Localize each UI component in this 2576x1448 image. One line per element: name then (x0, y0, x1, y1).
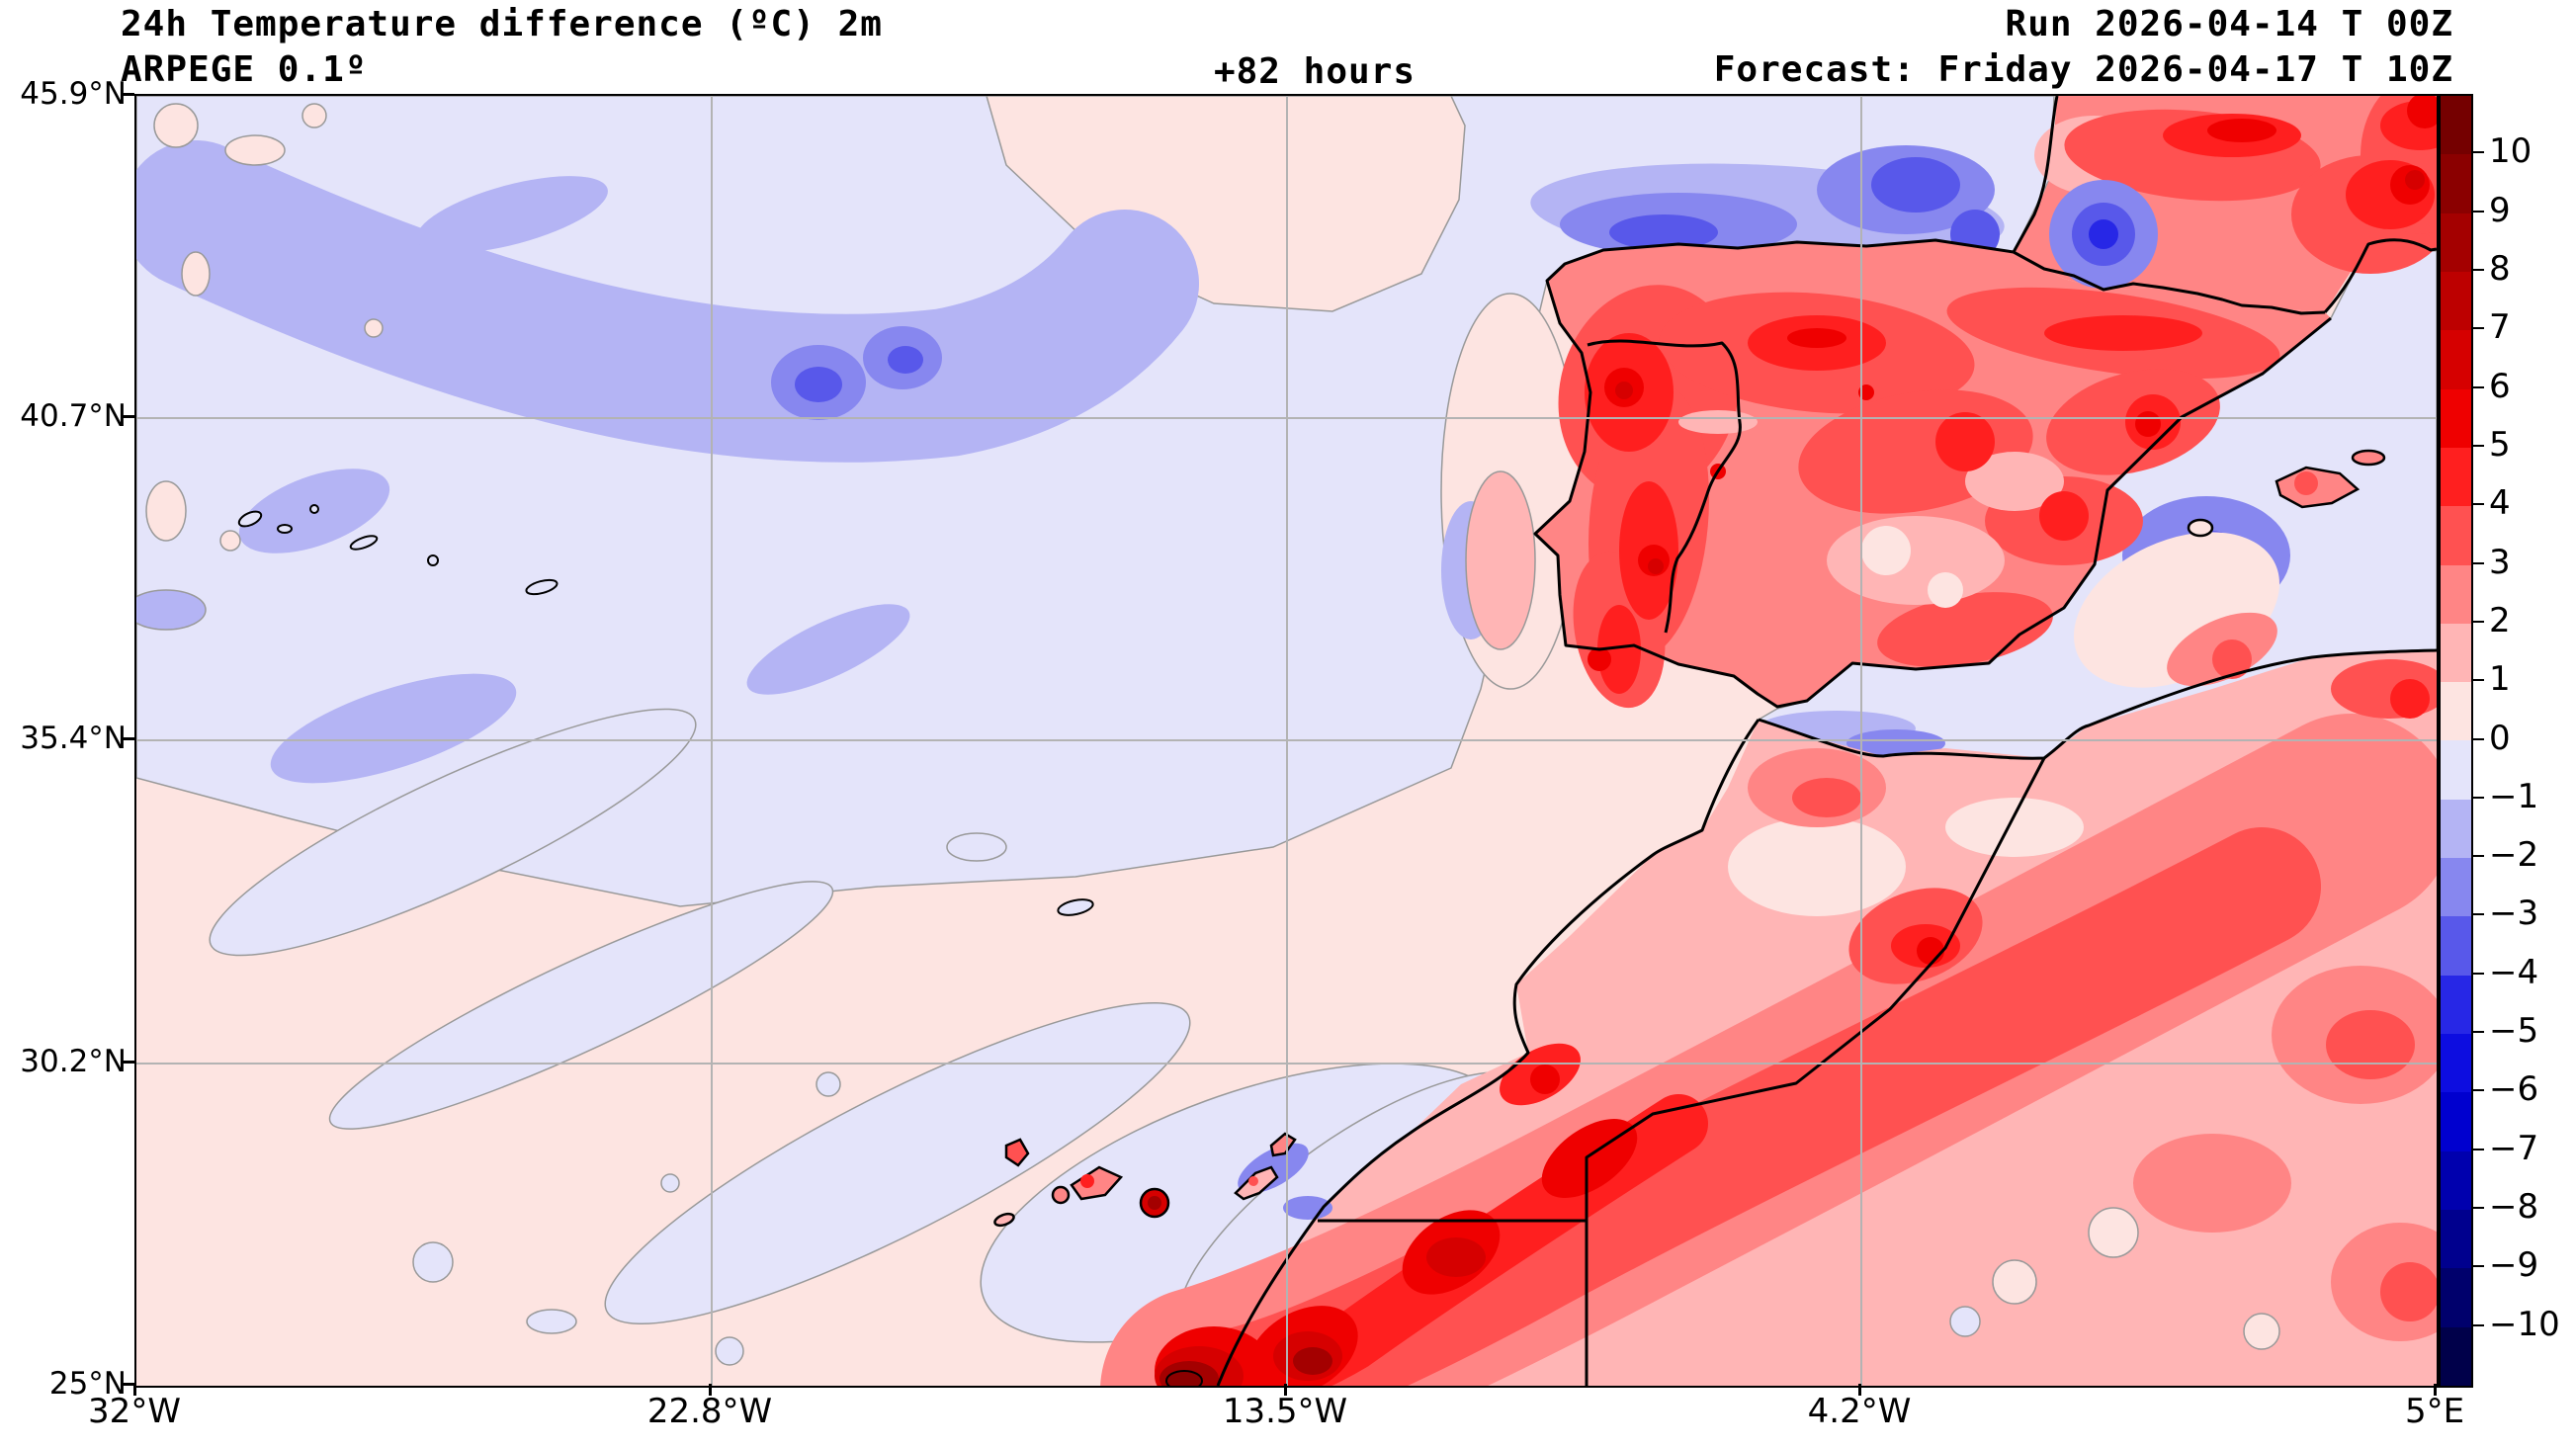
colorbar-tick-mark (2471, 737, 2484, 740)
colorbar-tick-mark (2471, 444, 2484, 447)
colorbar-segment (2441, 154, 2471, 213)
colorbar-segment (2441, 858, 2471, 917)
africa-land (1100, 650, 2437, 1386)
lead-time-label: +82 hours (1213, 51, 1417, 92)
colorbar-tick-label: −7 (2489, 1128, 2539, 1168)
colorbar-tick-label: 4 (2489, 483, 2511, 524)
coastlines-borders (1216, 96, 2437, 1386)
colorbar-segment (2441, 916, 2471, 976)
x-tick-mark (133, 1384, 136, 1396)
x-tick-label: 4.2°W (1807, 1392, 1912, 1431)
colorbar-tick-label: −2 (2489, 835, 2539, 876)
colorbar-segment (2441, 1268, 2471, 1327)
colorbar-tick-mark (2471, 385, 2484, 388)
colorbar-tick-label: 0 (2489, 718, 2511, 758)
y-tick-mark (123, 1383, 134, 1386)
colorbar-tick-mark (2471, 1323, 2484, 1326)
colorbar-tick-label: −10 (2489, 1304, 2560, 1344)
y-tick-mark (123, 1061, 134, 1064)
colorbar-tick-label: 9 (2489, 190, 2511, 230)
y-tick-label: 30.2°N (20, 1044, 127, 1079)
colorbar-tick-mark (2471, 972, 2484, 975)
model-name: ARPEGE 0.1º (121, 49, 368, 90)
colorbar-tick-mark (2471, 855, 2484, 858)
colorbar-tick-label: 7 (2489, 307, 2511, 348)
colorbar-segment (2441, 271, 2471, 331)
colorbar-segment (2441, 388, 2471, 448)
colorbar-tick-label: 1 (2489, 659, 2511, 700)
islands (237, 449, 2386, 1228)
x-tick-mark (1284, 1384, 1287, 1396)
colorbar-tick-mark (2471, 1089, 2484, 1092)
x-tick-label: 13.5°W (1222, 1392, 1348, 1431)
x-tick-label: 22.8°W (646, 1392, 773, 1431)
colorbar-segment (2441, 330, 2471, 389)
colorbar-segment (2441, 682, 2471, 741)
map-title: 24h Temperature difference (ºC) 2m (121, 4, 883, 44)
colorbar-tick-mark (2471, 210, 2484, 213)
y-tick-mark (123, 415, 134, 418)
colorbar-tick-mark (2471, 1207, 2484, 1210)
colorbar-tick-mark (2471, 151, 2484, 154)
colorbar-tick-mark (2471, 913, 2484, 916)
temperature-difference-field (136, 96, 2437, 1386)
colorbar-tick-mark (2471, 679, 2484, 682)
run-time-label: Run 2026-04-14 T 00Z (2005, 4, 2453, 44)
colorbar-tick-mark (2471, 620, 2484, 623)
y-tick-mark (123, 737, 134, 740)
x-tick-label: 32°W (88, 1392, 181, 1431)
weather-map (134, 94, 2439, 1388)
colorbar-tick-mark (2471, 327, 2484, 330)
colorbar-segment (2441, 623, 2471, 683)
colorbar-tick-mark (2471, 268, 2484, 271)
graticule (136, 96, 2437, 1386)
colorbar-tick-label: −4 (2489, 952, 2539, 992)
y-tick-label: 40.7°N (20, 398, 127, 434)
colorbar-tick-label: 3 (2489, 542, 2511, 582)
colorbar-tick-label: 2 (2489, 601, 2511, 641)
colorbar-tick-label: −8 (2489, 1187, 2539, 1228)
colorbar-segment (2441, 213, 2471, 272)
colorbar-tick-label: 10 (2489, 131, 2533, 172)
colorbar-tick-mark (2471, 1148, 2484, 1150)
colorbar (2439, 94, 2473, 1388)
colorbar-segment (2441, 975, 2471, 1034)
colorbar-segment (2441, 1326, 2471, 1386)
y-tick-label: 35.4°N (20, 721, 127, 756)
colorbar-tick-label: −1 (2489, 777, 2539, 817)
colorbar-segment (2441, 1209, 2471, 1269)
iberia-land (1535, 240, 2331, 709)
x-tick-mark (2434, 1384, 2437, 1396)
pink-specks (145, 103, 1536, 650)
colorbar-tick-label: −5 (2489, 1011, 2539, 1052)
colorbar-tick-mark (2471, 561, 2484, 564)
colorbar-segment (2441, 740, 2471, 800)
colorbar-tick-mark (2471, 503, 2484, 506)
forecast-time-label: Forecast: Friday 2026-04-17 T 10Z (1713, 49, 2453, 90)
colorbar-tick-label: −9 (2489, 1245, 2539, 1286)
colorbar-segment (2441, 447, 2471, 507)
colorbar-segment (2441, 1092, 2471, 1151)
colorbar-segment (2441, 96, 2471, 155)
colorbar-tick-mark (2471, 1031, 2484, 1034)
x-tick-mark (709, 1384, 712, 1396)
colorbar-tick-label: −6 (2489, 1069, 2539, 1110)
colorbar-tick-label: 5 (2489, 425, 2511, 466)
colorbar-tick-mark (2471, 796, 2484, 799)
colorbar-segment (2441, 1034, 2471, 1093)
x-tick-label: 5°E (2404, 1392, 2465, 1431)
colorbar-tick-label: 6 (2489, 366, 2511, 406)
gulf-of-lion-cold-spot (2049, 180, 2158, 289)
colorbar-segment (2441, 564, 2471, 624)
y-tick-label: 25°N (48, 1366, 127, 1402)
colorbar-tick-label: −3 (2489, 894, 2539, 934)
colorbar-segment (2441, 506, 2471, 565)
y-tick-label: 45.9°N (20, 76, 127, 112)
colorbar-tick-mark (2471, 1265, 2484, 1268)
x-tick-mark (1858, 1384, 1861, 1396)
colorbar-segment (2441, 799, 2471, 859)
colorbar-segment (2441, 1150, 2471, 1210)
colorbar-tick-label: 8 (2489, 249, 2511, 290)
y-tick-mark (123, 93, 134, 96)
